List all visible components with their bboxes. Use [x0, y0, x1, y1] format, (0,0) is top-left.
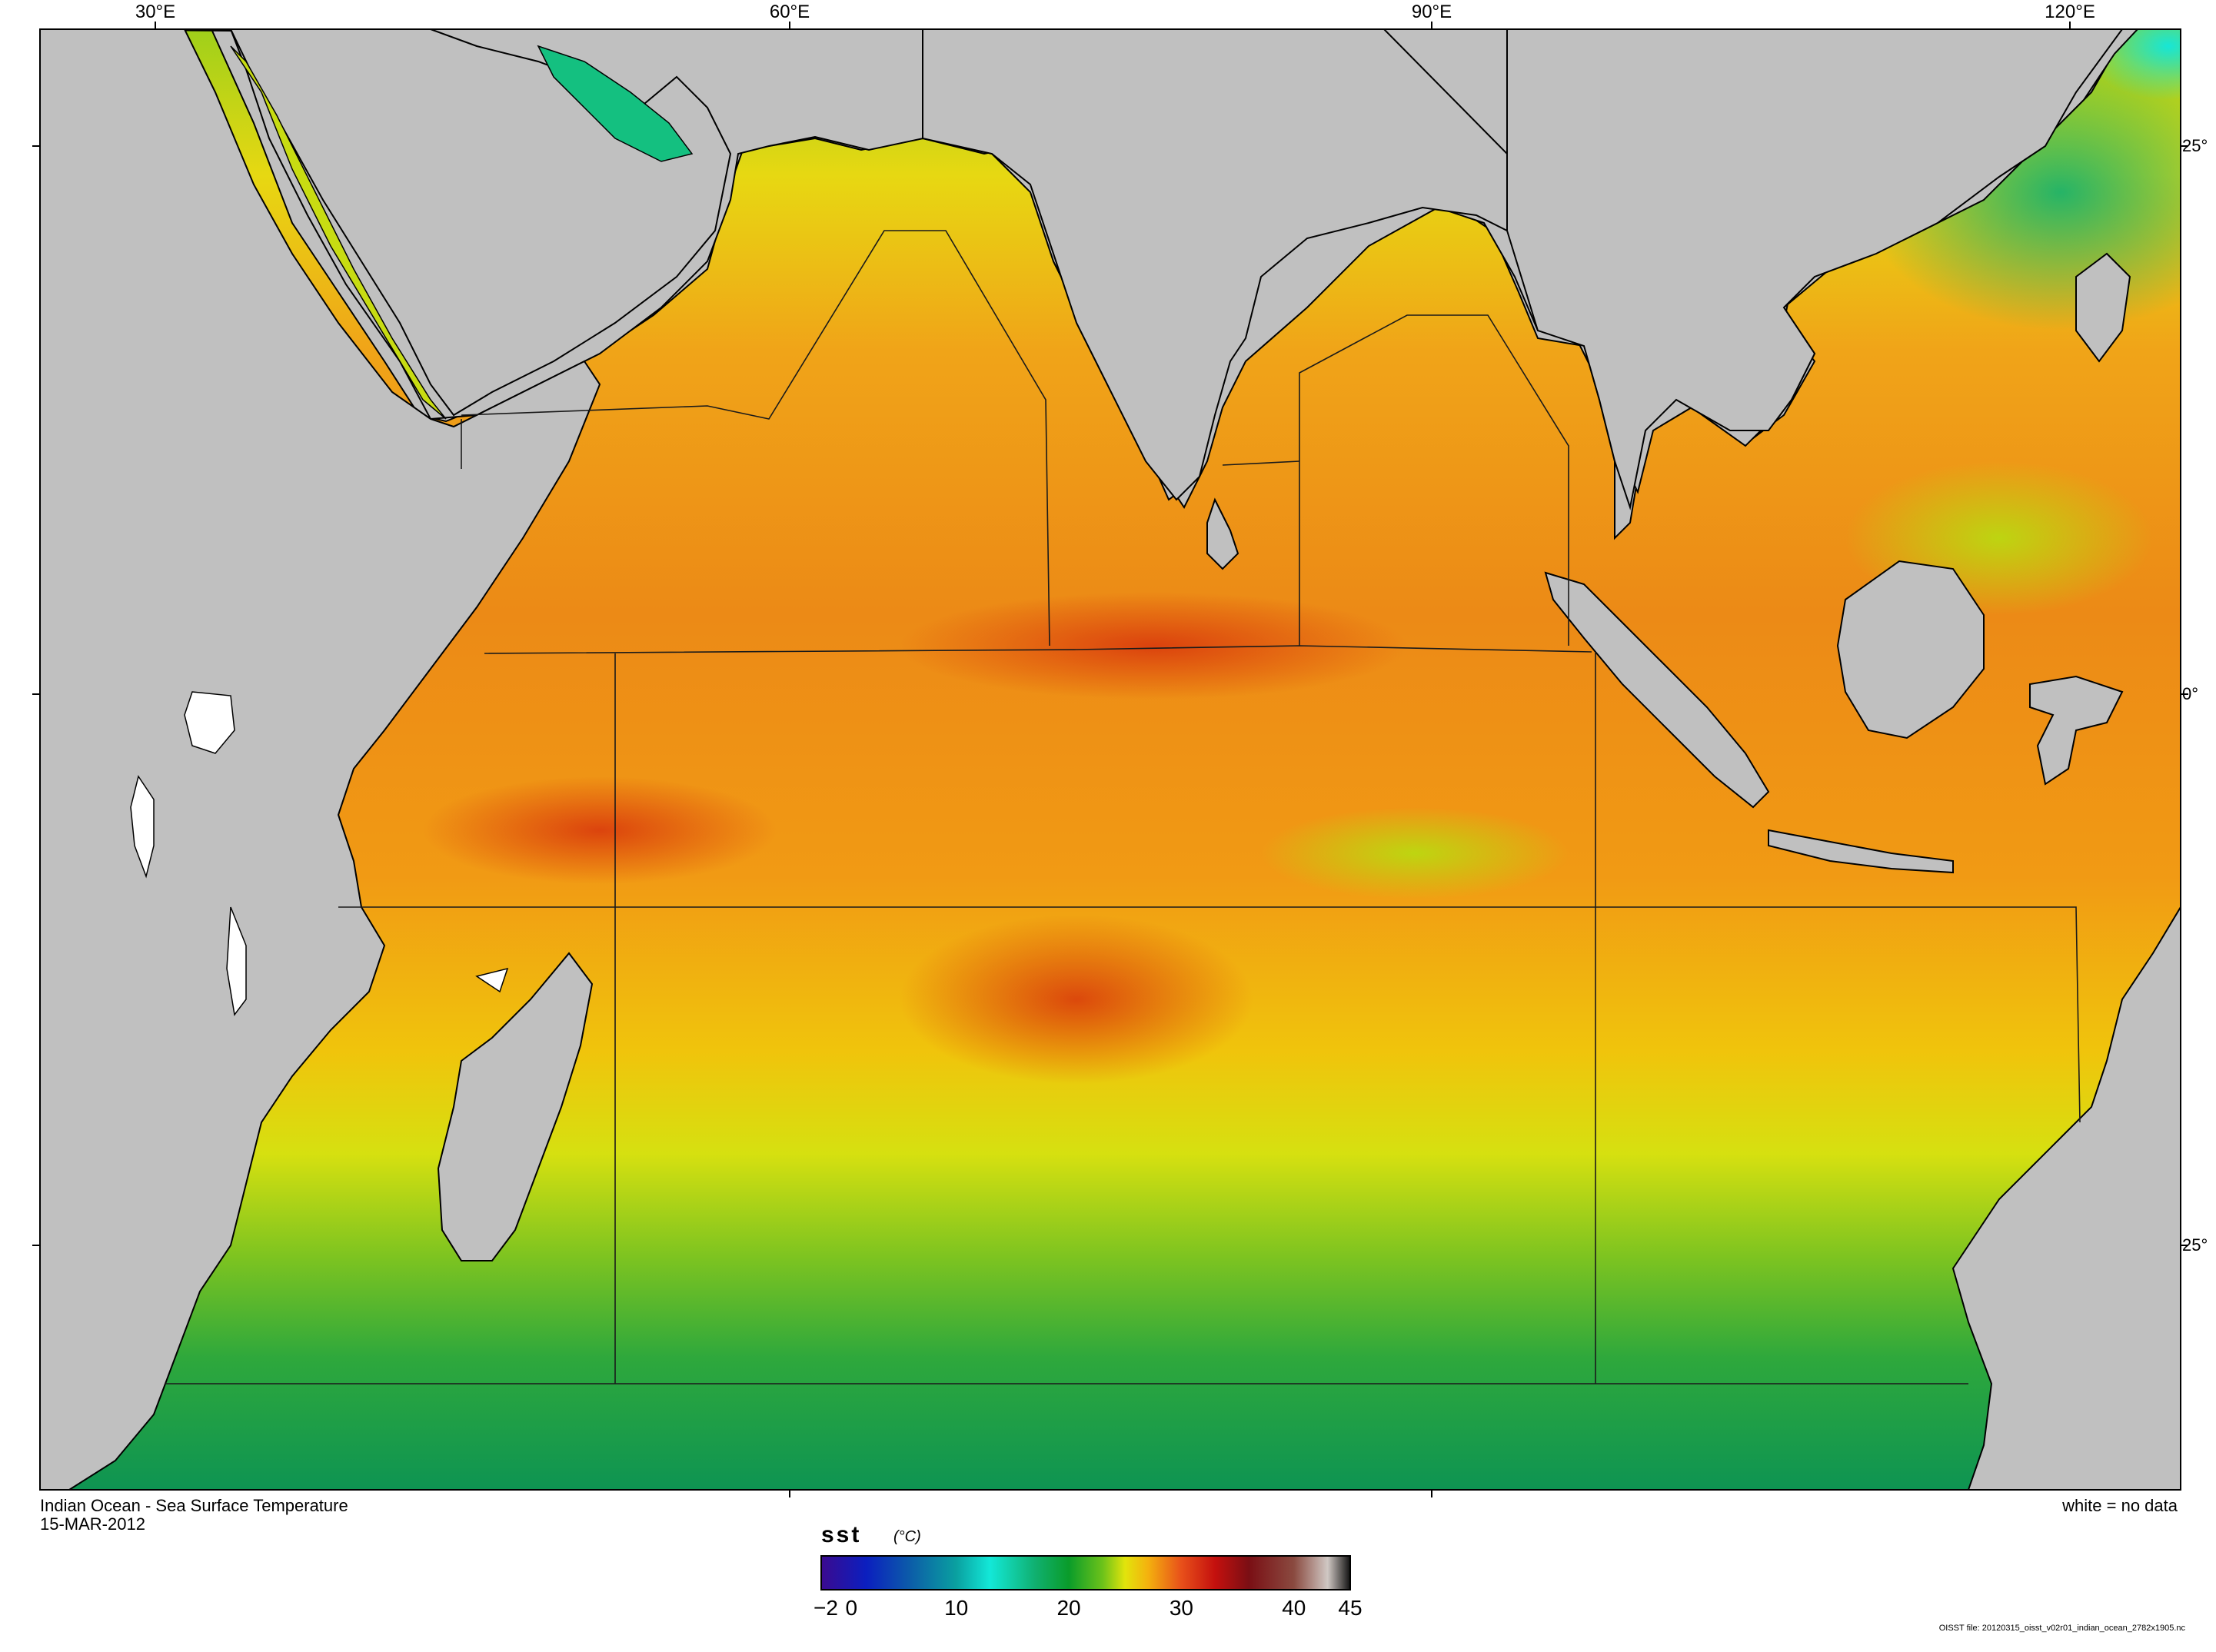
- colorbar-tick-label: 45: [1338, 1596, 1363, 1620]
- land-indochina: [1506, 29, 2124, 510]
- colorbar-tick-label: 30: [1169, 1596, 1193, 1620]
- land-java: [1768, 829, 1954, 874]
- graticule-ticks: [32, 22, 2188, 1497]
- lat-label-25n: 25°: [2182, 136, 2208, 155]
- land: [40, 29, 2181, 1490]
- land-borneo: [1836, 560, 1985, 740]
- colorbar-units: (°C): [893, 1528, 921, 1545]
- no-data-note: white = no data: [2062, 1496, 2178, 1515]
- map-date: 15-MAR-2012: [40, 1514, 145, 1534]
- red-sea: [230, 45, 447, 420]
- lat-label-0: 0°: [2182, 684, 2199, 703]
- colorbar: [820, 1555, 1351, 1591]
- colorbar-tick-label: 10: [944, 1596, 969, 1620]
- lat-label-25s: 25°: [2182, 1235, 2208, 1255]
- source-file-note: OISST file: 20120315_oisst_v02r01_indian…: [1938, 1624, 2185, 1633]
- persian-gulf: [537, 45, 694, 162]
- colorbar-variable: sst: [821, 1522, 862, 1547]
- land-sulawesi: [2029, 675, 2124, 786]
- colorbar-tick-label: 0: [845, 1596, 858, 1620]
- lon-label-60e: 60°E: [769, 2, 810, 22]
- land-madagascar: [437, 952, 594, 1261]
- land-philippines: [2075, 252, 2131, 363]
- region-boundaries: [165, 230, 2081, 1384]
- map-area: [40, 29, 2181, 1490]
- lon-label-30e: 30°E: [135, 2, 176, 22]
- map-frame: [39, 28, 2181, 1491]
- map-title: Indian Ocean - Sea Surface Temperature: [40, 1496, 348, 1515]
- colorbar-tick-label: 20: [1056, 1596, 1081, 1620]
- land-sri-lanka: [1206, 497, 1239, 570]
- colorbar-tick-label: 40: [1282, 1596, 1306, 1620]
- lon-label-120e: 120°E: [2045, 2, 2095, 22]
- lon-label-90e: 90°E: [1411, 2, 1452, 22]
- no-data-islands: [130, 691, 509, 1016]
- colorbar-tick-label: −2: [814, 1596, 838, 1620]
- land-sumatra: [1544, 571, 1770, 809]
- land-africa: [40, 29, 601, 1490]
- land-australia: [1951, 906, 2181, 1490]
